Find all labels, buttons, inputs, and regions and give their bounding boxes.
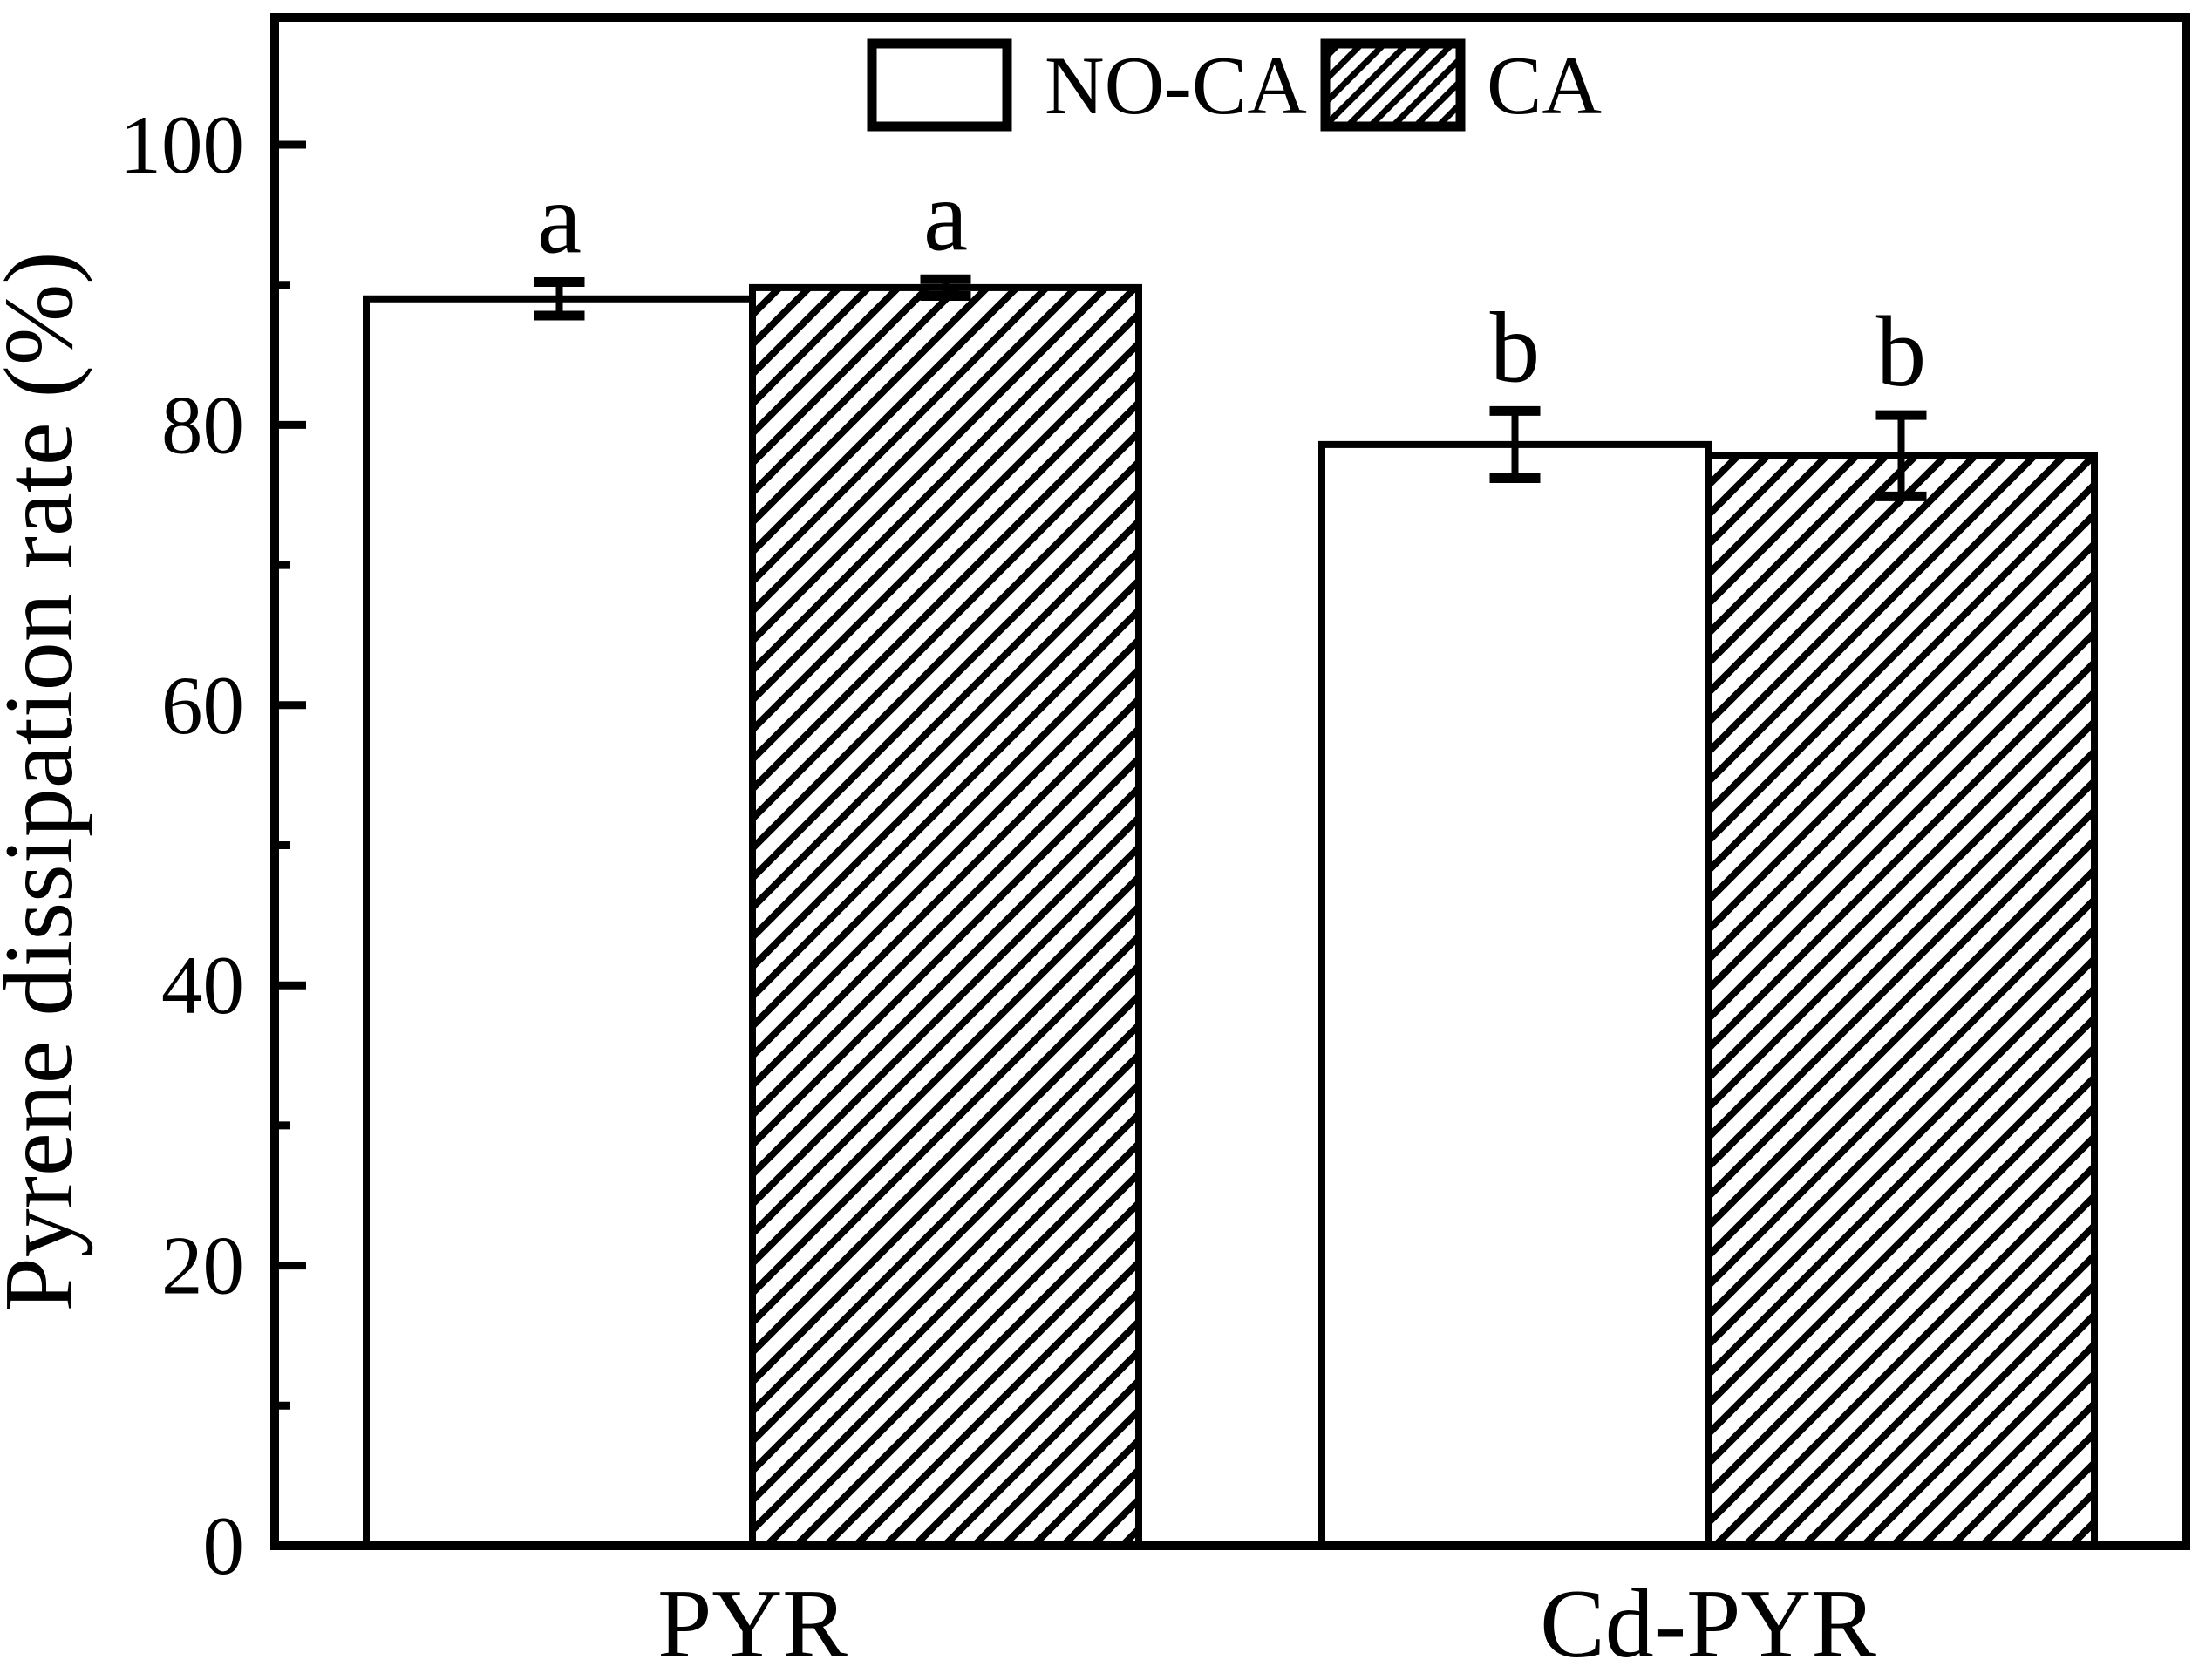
legend-swatch-no-ca <box>867 38 1012 132</box>
y-tick-label-20: 20 <box>161 1220 244 1312</box>
sig-letter-pyr-no-ca: a <box>537 163 582 274</box>
y-axis-title: Pyrene dissipation rate (%) <box>0 251 93 1311</box>
legend-swatch-ca <box>1320 38 1466 132</box>
y-tick-label-60: 60 <box>161 659 244 752</box>
x-category-label-cd-pyr: Cd-PYR <box>1540 1570 1876 1678</box>
bar-pyr-no-ca <box>363 295 756 1549</box>
legend-label-no-ca: NO-CA <box>1045 39 1307 132</box>
y-tick-label-0: 0 <box>203 1500 245 1592</box>
sig-letter-cd-pyr-ca: b <box>1876 296 1927 407</box>
plot-border <box>270 13 2190 1550</box>
bar-cd-pyr-ca <box>1705 452 2098 1549</box>
x-category-label-pyr: PYR <box>657 1570 848 1678</box>
sig-letter-cd-pyr-no-ca: b <box>1490 292 1541 403</box>
y-tick-label-100: 100 <box>120 99 245 191</box>
legend-label-ca: CA <box>1487 39 1602 132</box>
sig-letter-pyr-ca: a <box>923 160 968 271</box>
bar-cd-pyr-no-ca <box>1318 440 1712 1550</box>
bar-pyr-ca <box>749 283 1142 1550</box>
y-tick-label-80: 80 <box>161 378 244 471</box>
y-tick-label-40: 40 <box>161 939 244 1031</box>
